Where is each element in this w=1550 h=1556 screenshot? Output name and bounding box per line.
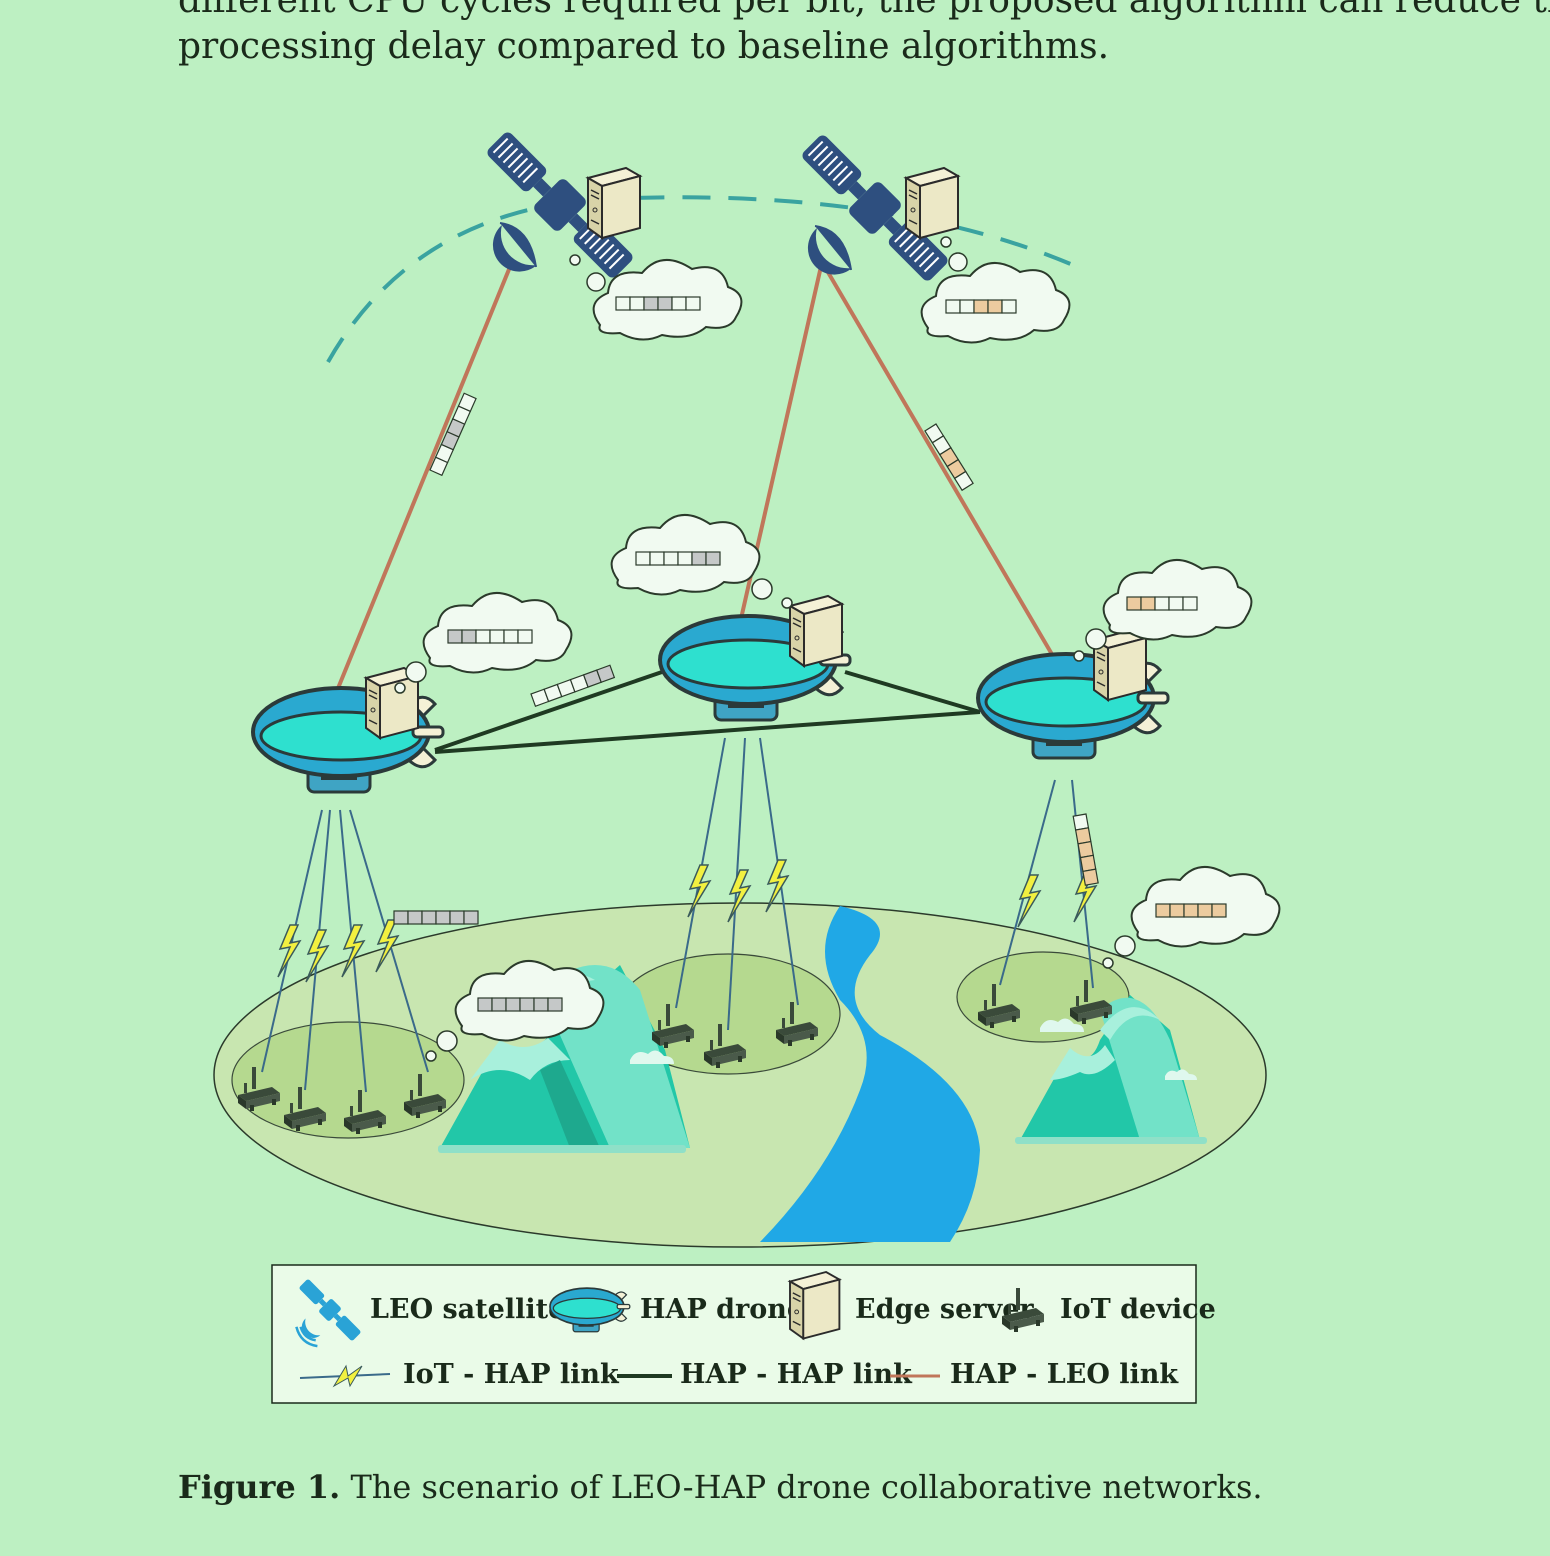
- hap-drone-icon: [251, 667, 445, 794]
- mountain-icon: [438, 965, 690, 1153]
- intro-line-1: different CPU cycles required per bit, t…: [178, 0, 1550, 21]
- edge-server-icon: [789, 595, 843, 667]
- legend-iot-device-label: IoT device: [1060, 1294, 1216, 1325]
- legend-hap-hap-link-label: HAP - HAP link: [680, 1359, 913, 1390]
- legend-edge-server-icon: [789, 1271, 841, 1340]
- river-icon: [760, 906, 980, 1242]
- hap-drone-icon: [658, 595, 852, 722]
- legend-iot-hap-link-label: IoT - HAP link: [403, 1359, 620, 1390]
- legend: LEO satellite HAP drone Edge server IoT …: [271, 1264, 1216, 1404]
- satellite-icon: [794, 127, 959, 289]
- network-scenario-figure: LEO satellite HAP drone Edge server IoT …: [213, 124, 1281, 1404]
- legend-satellite-icon: [295, 1279, 361, 1348]
- intro-text: different CPU cycles required per bit, t…: [178, 0, 1550, 70]
- figure-caption-label: Figure 1.: [178, 1468, 341, 1506]
- satellite-icon: [479, 124, 641, 286]
- edge-server-icon: [905, 167, 959, 239]
- mountain-icon: [1015, 995, 1207, 1144]
- figure-caption: Figure 1. The scenario of LEO-HAP drone …: [178, 1468, 1263, 1506]
- edge-server-icon: [587, 167, 641, 239]
- orbit-path: [326, 195, 1081, 363]
- figure-caption-text: The scenario of LEO-HAP drone collaborat…: [340, 1468, 1263, 1506]
- hap-hap-links: [434, 670, 981, 754]
- legend-leo-satellite-label: LEO satellite: [370, 1294, 565, 1325]
- legend-hap-drone-label: HAP drone: [640, 1294, 804, 1325]
- legend-hap-leo-link-label: HAP - LEO link: [950, 1359, 1179, 1390]
- hap-drone-icon: [976, 629, 1170, 760]
- cloud-icon: [394, 236, 1281, 1062]
- intro-line-2: processing delay compared to baseline al…: [178, 26, 1110, 67]
- task-queue-icon: [393, 296, 1227, 1012]
- legend-iot-hap-link-icon: [299, 1364, 391, 1388]
